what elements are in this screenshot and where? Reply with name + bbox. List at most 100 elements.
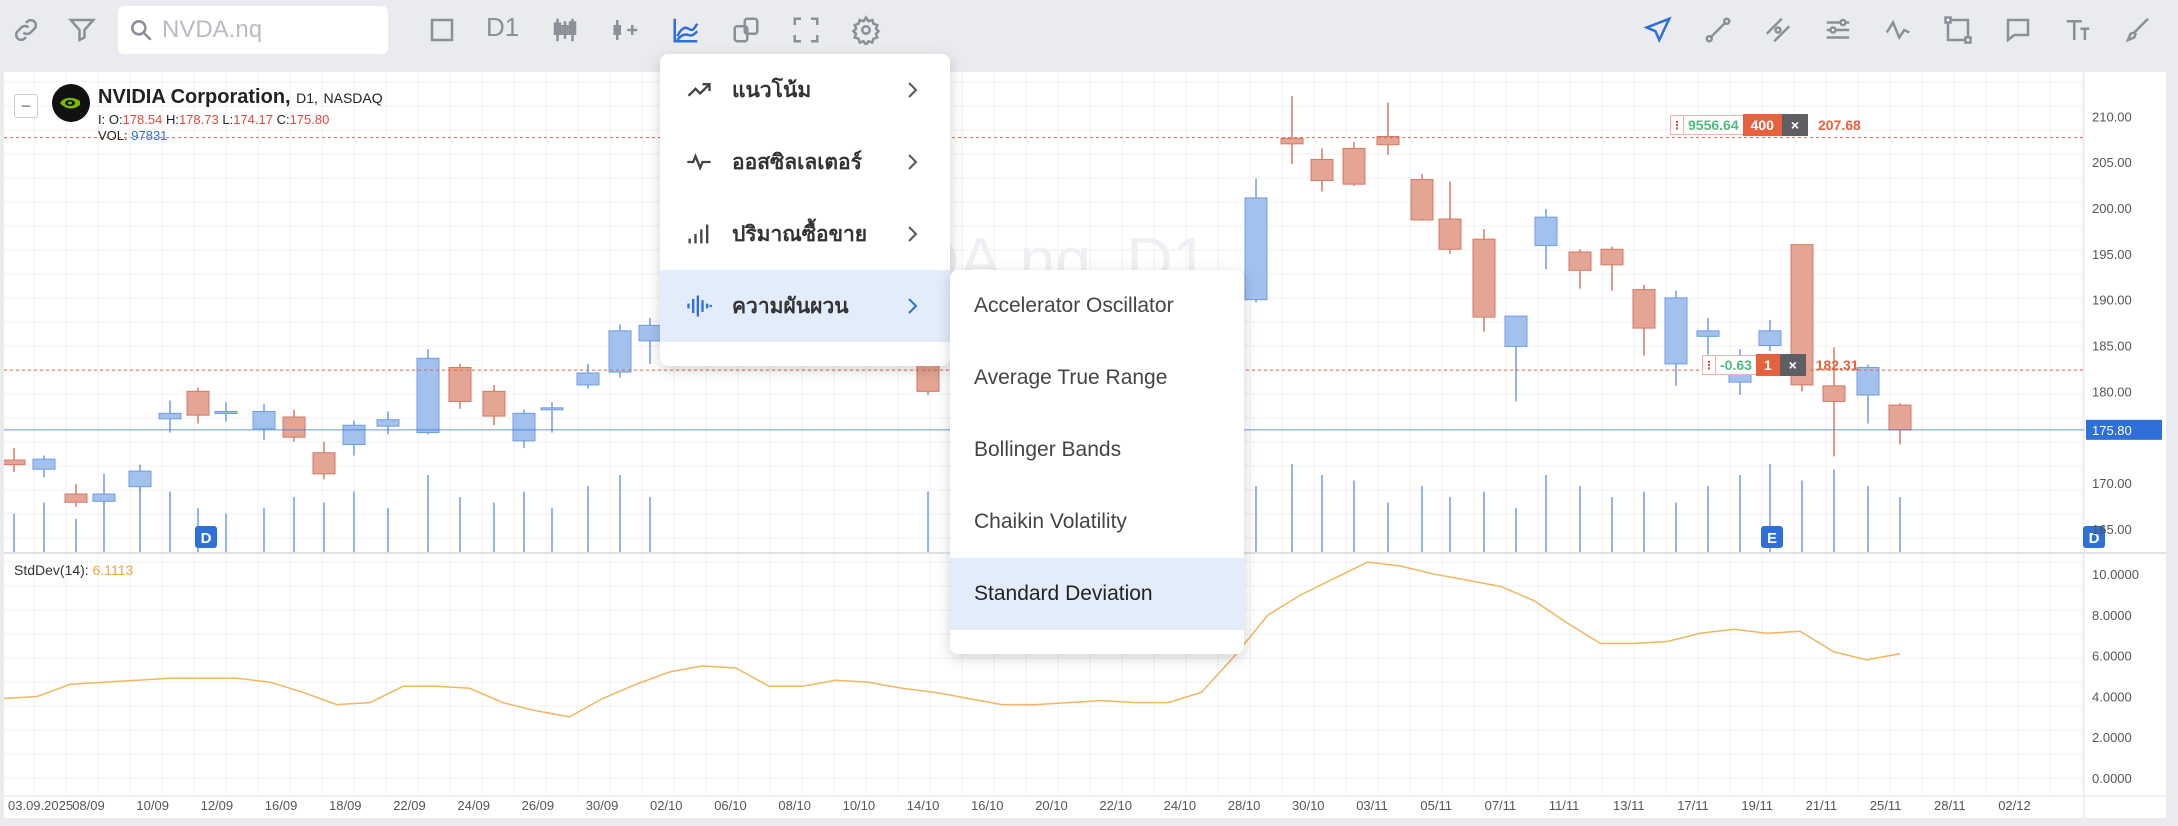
stddev-legend: StdDev(14): 6.1113 — [14, 562, 133, 578]
candle-body — [638, 324, 662, 342]
stddev-line — [4, 561, 1901, 718]
submenu-item-bollinger-bands[interactable]: Bollinger Bands — [974, 438, 1122, 461]
path-icon[interactable] — [1878, 10, 1918, 50]
nvidia-logo — [52, 84, 90, 122]
price-axis-label: 210.00 — [2092, 109, 2132, 124]
timeframe-selector[interactable]: D1 — [486, 12, 520, 42]
submenu-item-standard-deviation[interactable]: Standard Deviation — [950, 558, 1244, 630]
fib-icon[interactable] — [1818, 10, 1858, 50]
search-input[interactable] — [162, 16, 372, 44]
candle-body — [1410, 179, 1434, 221]
menu-item-volatility[interactable]: ความผันผวน — [660, 270, 950, 342]
candle-body — [416, 357, 440, 434]
order-drag-handle[interactable]: ⋮ — [1702, 355, 1716, 375]
candle-body — [186, 390, 210, 416]
candle-body — [512, 412, 536, 442]
gear-icon[interactable] — [846, 10, 886, 50]
candle-body — [1244, 197, 1268, 301]
parallel-channel-icon[interactable] — [1758, 10, 1798, 50]
volatility-icon — [687, 295, 712, 317]
search-box[interactable] — [118, 6, 388, 54]
high-value: 178.73 — [178, 112, 219, 127]
menu-item-trend[interactable]: แนวโน้ม — [660, 54, 950, 126]
event-marker-label: E — [1767, 530, 1777, 547]
comment-icon[interactable] — [1998, 10, 2038, 50]
order-quantity[interactable]: 400 — [1742, 114, 1782, 136]
chevron-right-icon — [908, 298, 918, 314]
candle-body — [608, 330, 632, 373]
ohlc-values: I: O:178.54 H:178.73 L:174.17 C:175.80 — [98, 112, 329, 127]
date-axis-label: 08/10 — [778, 798, 811, 813]
current-price-badge — [2086, 419, 2162, 440]
event-marker-label: D — [201, 530, 212, 547]
volume-label: VOL: — [98, 128, 128, 143]
collapse-button[interactable]: − — [14, 94, 38, 118]
text-icon[interactable] — [2058, 10, 2098, 50]
low-value: 174.17 — [233, 112, 273, 127]
close-value: 175.80 — [289, 112, 330, 127]
date-axis-label: 25/11 — [1870, 798, 1902, 813]
candle-body — [282, 416, 306, 438]
date-axis-label: 22/10 — [1099, 798, 1132, 813]
candle-body — [1376, 136, 1400, 146]
order-price: 182.31 — [1815, 357, 1859, 373]
order-quantity[interactable]: 1 — [1755, 354, 1780, 376]
cursor-icon[interactable] — [1638, 10, 1678, 50]
candle-body — [1280, 137, 1304, 145]
date-axis-label: 10/09 — [136, 798, 169, 813]
price-axis-label: 190.00 — [2092, 293, 2132, 308]
candle-body — [1342, 147, 1366, 185]
order-close-button[interactable]: × — [1781, 114, 1808, 136]
candle-body — [1632, 289, 1656, 329]
chart-panel[interactable]: NVDA.nq, D1 D E D 210.00 205.00 200.00 195.00 19… — [4, 72, 2166, 818]
candle-body — [312, 452, 336, 475]
order-pnl: -0.63 — [1716, 355, 1756, 375]
indicator-axis-label: 4.0000 — [2092, 689, 2132, 704]
order-tag-2[interactable]: ⋮ -0.63 1 × 182.31 — [1702, 354, 1859, 376]
square-icon[interactable] — [422, 10, 462, 50]
candle-body — [540, 407, 564, 411]
submenu-item-chaikin-volatility[interactable]: Chaikin Volatility — [974, 510, 1127, 533]
search-icon — [131, 20, 152, 41]
candle-body — [64, 493, 88, 503]
candle-body — [576, 372, 600, 386]
candlestick-icon[interactable] — [545, 10, 585, 50]
candle-body — [1438, 218, 1462, 250]
submenu-item-accelerator-oscillator[interactable]: Accelerator Oscillator — [974, 294, 1174, 317]
order-price: 207.68 — [1817, 117, 1861, 133]
candle-body — [482, 390, 506, 417]
indicators-icon[interactable] — [666, 10, 706, 50]
menu-item-oscillators[interactable]: ออสซิลเลเตอร์ — [660, 126, 950, 198]
indicator-axis-label: 2.0000 — [2092, 730, 2132, 745]
order-tag-1[interactable]: ⋮ 9556.64 400 × 207.68 — [1670, 114, 1861, 136]
candle-body — [158, 412, 182, 420]
date-axis-label: 06/10 — [714, 798, 747, 813]
chevron-right-icon — [908, 154, 918, 170]
order-close-button[interactable]: × — [1779, 354, 1806, 376]
filter-icon[interactable] — [62, 10, 102, 50]
link-icon[interactable] — [6, 10, 46, 50]
rectangle-icon[interactable] — [1938, 10, 1978, 50]
date-axis-label: 10/10 — [843, 798, 876, 813]
candle-body — [32, 458, 56, 470]
order-drag-handle[interactable]: ⋮ — [1670, 115, 1684, 135]
price-axis-label: 205.00 — [2092, 155, 2132, 170]
menu-item-volume[interactable]: ปริมาณซื้อขาย — [660, 198, 950, 270]
indicator-axis-label: 8.0000 — [2092, 608, 2132, 623]
trend-line-icon[interactable] — [1698, 10, 1738, 50]
indicator-axis-label: 10.0000 — [2092, 567, 2139, 582]
price-axis-label: 180.00 — [2092, 384, 2132, 399]
date-axis-label: 17/11 — [1677, 798, 1709, 813]
submenu-item-average-true-range[interactable]: Average True Range — [974, 366, 1168, 389]
date-axis-label: 03.09.2025 — [8, 798, 73, 813]
price-axis-label: 195.00 — [2092, 247, 2132, 262]
compare-icon[interactable] — [726, 10, 766, 50]
volume-value-row: VOL: 97831 — [98, 128, 167, 143]
candle-body — [1758, 330, 1782, 347]
brush-icon[interactable] — [2118, 10, 2158, 50]
date-axis-label: 16/09 — [265, 798, 298, 813]
add-indicator-icon[interactable] — [606, 10, 646, 50]
volatility-submenu: Accelerator Oscillator Average True Rang… — [950, 270, 1244, 654]
fullscreen-icon[interactable] — [786, 10, 826, 50]
stddev-label: StdDev(14): — [14, 562, 89, 578]
